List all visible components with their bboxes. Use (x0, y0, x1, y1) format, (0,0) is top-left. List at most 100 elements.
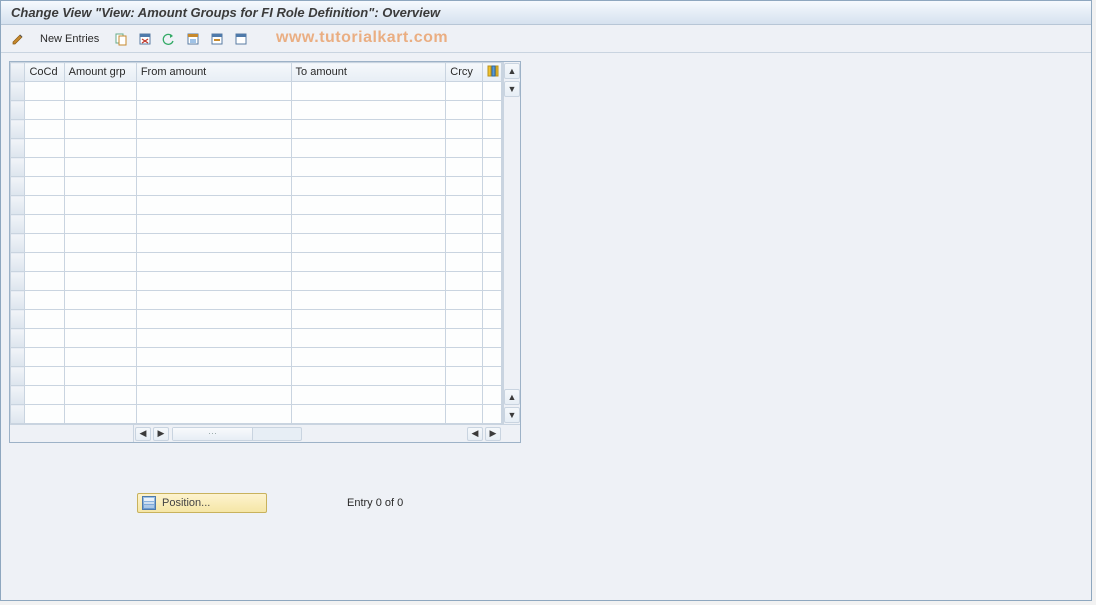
select-all-icon[interactable] (182, 29, 204, 49)
cell-from-amount[interactable] (136, 120, 291, 139)
table-row[interactable] (11, 158, 502, 177)
cell-amount-grp[interactable] (64, 386, 136, 405)
cell-to-amount[interactable] (291, 120, 446, 139)
cell-crcy[interactable] (446, 82, 483, 101)
table-row[interactable] (11, 310, 502, 329)
cell-from-amount[interactable] (136, 196, 291, 215)
row-selector[interactable] (11, 348, 25, 367)
cell-crcy[interactable] (446, 196, 483, 215)
table-row[interactable] (11, 177, 502, 196)
cell-crcy[interactable] (446, 291, 483, 310)
table-row[interactable] (11, 291, 502, 310)
cell-amount-grp[interactable] (64, 101, 136, 120)
cell-to-amount[interactable] (291, 310, 446, 329)
cell-cocd[interactable] (25, 139, 64, 158)
row-selector[interactable] (11, 253, 25, 272)
cell-to-amount[interactable] (291, 177, 446, 196)
cell-to-amount[interactable] (291, 215, 446, 234)
row-selector[interactable] (11, 82, 25, 101)
undo-icon[interactable] (158, 29, 180, 49)
cell-to-amount[interactable] (291, 367, 446, 386)
configure-columns-icon[interactable] (487, 65, 499, 80)
cell-from-amount[interactable] (136, 253, 291, 272)
row-selector[interactable] (11, 386, 25, 405)
cell-crcy[interactable] (446, 215, 483, 234)
hscroll-thumb[interactable]: ⋯ (173, 428, 253, 440)
cell-from-amount[interactable] (136, 310, 291, 329)
cell-crcy[interactable] (446, 329, 483, 348)
row-selector[interactable] (11, 120, 25, 139)
col-to-amount[interactable]: To amount (291, 63, 446, 82)
scroll-up-step-icon[interactable]: ▲ (504, 389, 520, 405)
cell-from-amount[interactable] (136, 101, 291, 120)
vertical-scrollbar[interactable]: ▲ ▼ ▲ ▼ (503, 62, 520, 424)
table-row[interactable] (11, 82, 502, 101)
row-selector[interactable] (11, 291, 25, 310)
table-row[interactable] (11, 348, 502, 367)
col-select[interactable] (11, 63, 25, 82)
position-button[interactable]: Position... (137, 493, 267, 513)
cell-from-amount[interactable] (136, 291, 291, 310)
table-row[interactable] (11, 386, 502, 405)
table-row[interactable] (11, 234, 502, 253)
cell-amount-grp[interactable] (64, 310, 136, 329)
table-row[interactable] (11, 139, 502, 158)
scroll-left-first-icon[interactable]: ◀ (135, 427, 151, 441)
cell-from-amount[interactable] (136, 158, 291, 177)
cell-to-amount[interactable] (291, 101, 446, 120)
cell-from-amount[interactable] (136, 348, 291, 367)
cell-cocd[interactable] (25, 367, 64, 386)
cell-cocd[interactable] (25, 272, 64, 291)
row-selector[interactable] (11, 139, 25, 158)
cell-crcy[interactable] (446, 253, 483, 272)
row-selector[interactable] (11, 196, 25, 215)
cell-cocd[interactable] (25, 310, 64, 329)
table-row[interactable] (11, 272, 502, 291)
cell-cocd[interactable] (25, 196, 64, 215)
cell-to-amount[interactable] (291, 158, 446, 177)
table-row[interactable] (11, 120, 502, 139)
scroll-right-last-icon[interactable]: ▶ (485, 427, 501, 441)
cell-amount-grp[interactable] (64, 158, 136, 177)
cell-crcy[interactable] (446, 120, 483, 139)
cell-from-amount[interactable] (136, 82, 291, 101)
cell-amount-grp[interactable] (64, 272, 136, 291)
table-row[interactable] (11, 367, 502, 386)
cell-amount-grp[interactable] (64, 82, 136, 101)
cell-crcy[interactable] (446, 177, 483, 196)
row-selector[interactable] (11, 367, 25, 386)
cell-to-amount[interactable] (291, 234, 446, 253)
cell-from-amount[interactable] (136, 177, 291, 196)
col-cocd[interactable]: CoCd (25, 63, 64, 82)
row-selector[interactable] (11, 158, 25, 177)
cell-cocd[interactable] (25, 120, 64, 139)
table-row[interactable] (11, 215, 502, 234)
cell-to-amount[interactable] (291, 405, 446, 424)
cell-cocd[interactable] (25, 386, 64, 405)
cell-from-amount[interactable] (136, 234, 291, 253)
scroll-up-icon[interactable]: ▲ (504, 63, 520, 79)
cell-cocd[interactable] (25, 405, 64, 424)
cell-to-amount[interactable] (291, 291, 446, 310)
cell-to-amount[interactable] (291, 348, 446, 367)
row-selector[interactable] (11, 310, 25, 329)
cell-crcy[interactable] (446, 158, 483, 177)
row-selector[interactable] (11, 101, 25, 120)
cell-cocd[interactable] (25, 158, 64, 177)
cell-cocd[interactable] (25, 348, 64, 367)
col-from-amount[interactable]: From amount (136, 63, 291, 82)
cell-to-amount[interactable] (291, 386, 446, 405)
select-block-icon[interactable] (206, 29, 228, 49)
cell-amount-grp[interactable] (64, 367, 136, 386)
row-selector[interactable] (11, 329, 25, 348)
cell-amount-grp[interactable] (64, 253, 136, 272)
toggle-change-icon[interactable] (7, 29, 29, 49)
cell-cocd[interactable] (25, 253, 64, 272)
table-row[interactable] (11, 196, 502, 215)
table-row[interactable] (11, 253, 502, 272)
row-selector[interactable] (11, 272, 25, 291)
col-configure[interactable] (483, 63, 502, 82)
row-selector[interactable] (11, 234, 25, 253)
scroll-down-step-icon[interactable]: ▼ (504, 81, 520, 97)
cell-from-amount[interactable] (136, 215, 291, 234)
